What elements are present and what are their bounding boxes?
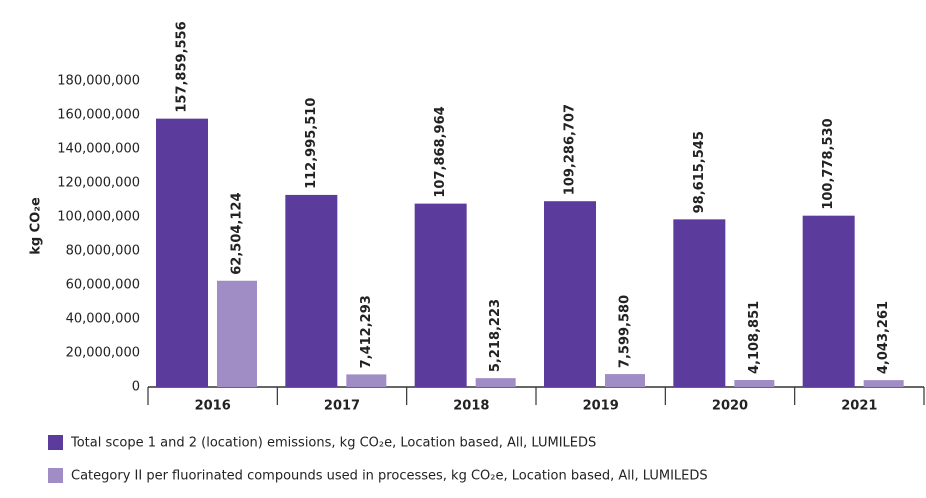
value-label: 5,218,223 [488, 299, 503, 372]
bar [802, 215, 855, 387]
value-label: 112,995,510 [304, 98, 319, 189]
bar [863, 380, 904, 387]
value-label: 4,043,261 [876, 301, 891, 374]
bar [605, 374, 645, 387]
x-tick-label: 2017 [324, 399, 360, 414]
x-tick-label: 2018 [453, 399, 489, 414]
legend-swatch [48, 468, 63, 483]
legend-label: Category II per fluorinated compounds us… [71, 469, 708, 484]
y-tick-label: 0 [132, 380, 140, 395]
y-tick-label: 60,000,000 [66, 278, 140, 293]
value-label: 157,859,556 [175, 21, 190, 112]
y-tick-label: 180,000,000 [57, 74, 140, 89]
y-tick-label: 160,000,000 [57, 108, 140, 123]
bar [285, 194, 338, 387]
value-label: 7,412,293 [359, 295, 374, 368]
x-tick-label: 2021 [841, 399, 877, 414]
value-label: 107,868,964 [433, 106, 448, 197]
legend-label: Total scope 1 and 2 (location) emissions… [70, 436, 596, 451]
y-tick-label: 80,000,000 [66, 244, 140, 259]
y-tick-label: 100,000,000 [57, 210, 140, 225]
value-label: 109,286,707 [563, 104, 578, 195]
bar [217, 280, 257, 387]
bar [156, 118, 208, 387]
y-tick-label: 20,000,000 [66, 346, 140, 361]
bar [734, 380, 775, 387]
y-axis-label: kg CO₂e [29, 197, 44, 255]
bar [414, 203, 467, 387]
bar [673, 219, 726, 387]
bar [346, 374, 387, 387]
value-label: 100,778,530 [821, 118, 836, 209]
value-label: 4,108,851 [747, 301, 762, 374]
value-label: 62,504,124 [230, 192, 245, 274]
y-tick-label: 120,000,000 [57, 176, 140, 191]
x-tick-label: 2020 [712, 399, 748, 414]
y-tick-label: 40,000,000 [66, 312, 140, 327]
y-tick-label: 140,000,000 [57, 142, 140, 157]
value-label: 98,615,545 [692, 131, 707, 213]
bar [475, 378, 516, 387]
x-tick-label: 2016 [195, 399, 231, 414]
value-label: 7,599,580 [618, 295, 633, 368]
legend-swatch [48, 435, 63, 450]
x-tick-label: 2019 [583, 399, 619, 414]
bar [544, 201, 596, 387]
